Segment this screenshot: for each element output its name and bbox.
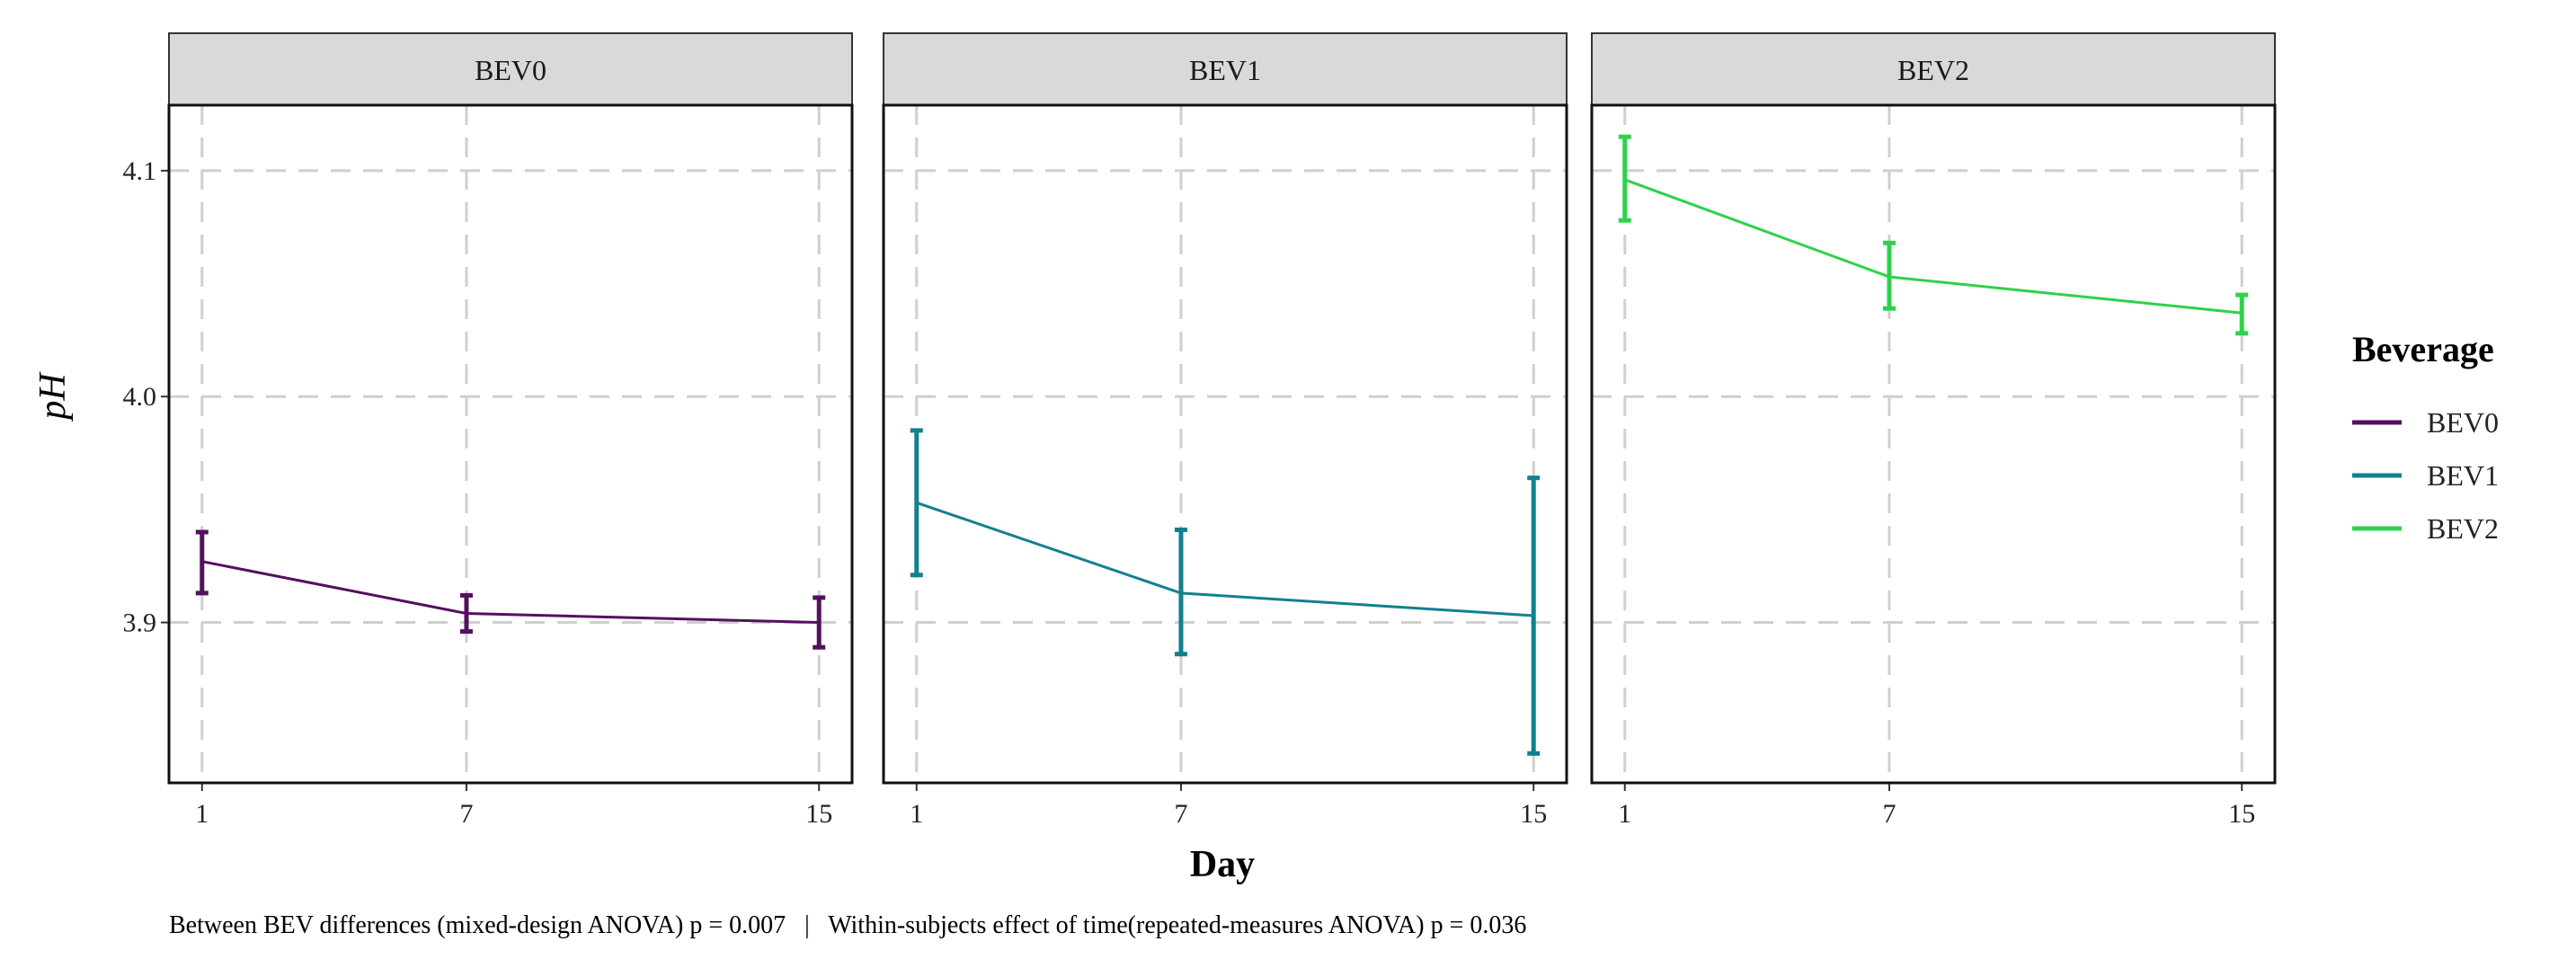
- error-bar: [910, 428, 923, 578]
- x-tick-label: 15: [1520, 799, 1547, 829]
- legend-title: Beverage: [2352, 329, 2494, 369]
- facet-panel-bev0: BEV0 1 7 15 3.9 4.0 4.1: [123, 32, 854, 829]
- facet-strip-label: BEV2: [1897, 54, 1969, 86]
- panel-border: [1590, 103, 2277, 785]
- panel-background: [169, 105, 852, 783]
- facet-strip-label: BEV0: [475, 54, 546, 86]
- facet-strip: [168, 32, 853, 106]
- facet-strip: [883, 32, 1568, 106]
- y-tick-label: 3.9: [123, 608, 157, 638]
- x-tick-label: 1: [910, 799, 923, 829]
- error-bar: [2235, 292, 2249, 336]
- x-axis-title: Day: [1190, 844, 1255, 885]
- x-tick-label: 7: [1174, 799, 1187, 829]
- facet-panel-bev2: BEV2 1 7 15: [1590, 32, 2277, 829]
- error-bar: [1618, 134, 1631, 223]
- legend-label: BEV2: [2427, 512, 2499, 545]
- error-bar: [1174, 528, 1187, 657]
- legend-entry-bev2: BEV2: [2352, 512, 2499, 545]
- legend-entry-bev1: BEV1: [2352, 459, 2499, 492]
- panel-background: [1592, 105, 2275, 783]
- legend-label: BEV0: [2427, 406, 2499, 439]
- x-tick-label: 1: [195, 799, 209, 829]
- caption: Between BEV differences (mixed-design AN…: [169, 911, 1526, 939]
- error-bar: [459, 592, 473, 635]
- x-tick-label: 7: [459, 799, 473, 829]
- y-tick-label: 4.1: [123, 156, 157, 186]
- error-bar: [195, 529, 209, 596]
- x-tick-label: 15: [805, 799, 832, 829]
- panel-border: [167, 103, 854, 785]
- panel-background: [884, 105, 1567, 783]
- error-bar: [1527, 475, 1541, 756]
- facet-panel-bev1: BEV1 1 7 15: [882, 32, 1568, 829]
- error-bar: [1882, 240, 1896, 311]
- legend-entry-bev0: BEV0: [2352, 406, 2499, 439]
- x-tick-label: 7: [1882, 799, 1896, 829]
- facet-panels: BEV0 1 7 15 3.9 4.0 4.1 BEV1 1 7 15 BEV2 1 7 15: [123, 32, 2277, 829]
- legend: Beverage BEV0 BEV1 BEV2: [2352, 329, 2499, 545]
- facet-strip-label: BEV1: [1189, 54, 1261, 86]
- panel-border: [882, 103, 1568, 785]
- y-axis-title: pH: [32, 371, 74, 422]
- facet-strip: [1591, 32, 2276, 106]
- error-bar: [813, 595, 826, 650]
- x-tick-label: 1: [1618, 799, 1631, 829]
- y-tick-label: 4.0: [123, 382, 157, 412]
- legend-label: BEV1: [2427, 459, 2499, 492]
- x-tick-label: 15: [2228, 799, 2255, 829]
